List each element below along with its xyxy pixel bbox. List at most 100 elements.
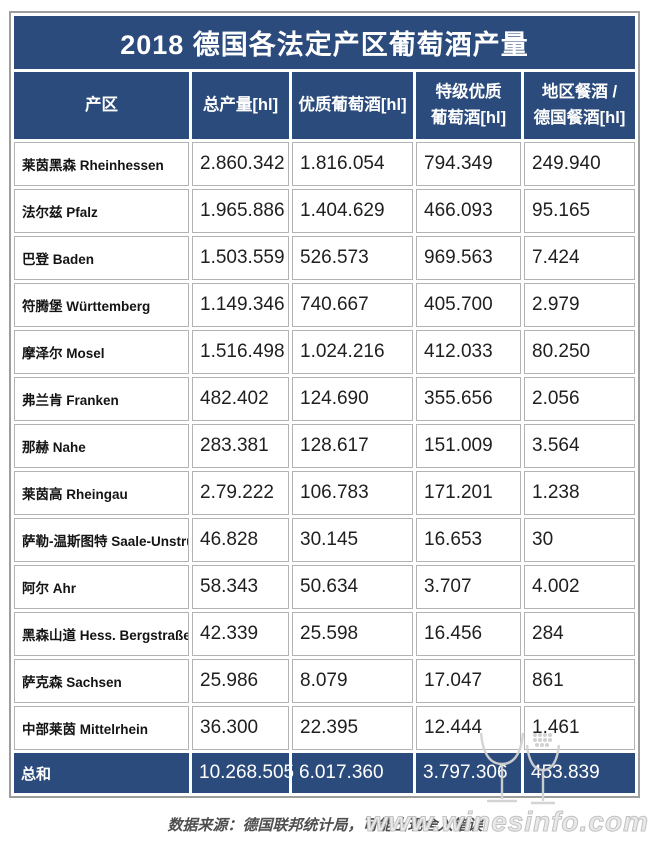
total-production-cell: 283.381 — [192, 424, 289, 468]
table-body: 莱茵黑森 Rheinhessen 2.860.342 1.816.054 794… — [14, 142, 636, 750]
total-row: 总和 10.268.505 6.017.360 3.797.306 453.83… — [14, 753, 636, 793]
premium-wine-cell: 17.047 — [416, 659, 521, 703]
total-production-cell: 1.965.886 — [192, 189, 289, 233]
region-cell: 中部莱茵 Mittelrhein — [14, 706, 189, 750]
premium-wine-cell: 794.349 — [416, 142, 521, 186]
quality-wine-cell: 128.617 — [292, 424, 413, 468]
region-cell: 符腾堡 Württemberg — [14, 283, 189, 327]
landwein-cell: 861 — [524, 659, 636, 703]
title-row: 2018 德国各法定产区葡萄酒产量 — [14, 16, 636, 69]
region-cell: 阿尔 Ahr — [14, 565, 189, 609]
landwein-cell: 284 — [524, 612, 636, 656]
total-production-cell: 42.339 — [192, 612, 289, 656]
quality-wine-cell: 8.079 — [292, 659, 413, 703]
total-value-cell: 10.268.505 — [192, 753, 294, 793]
table-foot: 总和 10.268.505 6.017.360 3.797.306 453.83… — [14, 753, 636, 793]
landwein-cell: 80.250 — [524, 330, 636, 374]
total-production-cell: 25.986 — [192, 659, 289, 703]
region-cell: 巴登 Baden — [14, 236, 189, 280]
total-production-cell: 1.149.346 — [192, 283, 289, 327]
total-production-cell: 482.402 — [192, 377, 289, 421]
landwein-cell: 4.002 — [524, 565, 636, 609]
region-cell: 萨克森 Sachsen — [14, 659, 189, 703]
total-production-cell: 1.503.559 — [192, 236, 289, 280]
region-cell: 摩泽尔 Mosel — [14, 330, 189, 374]
table-row: 法尔兹 Pfalz 1.965.886 1.404.629 466.093 95… — [14, 189, 636, 233]
total-label-cell: 总和 — [14, 753, 189, 793]
column-header-premium-quality-wine: 特级优质 葡萄酒[hl] — [416, 72, 521, 139]
premium-wine-cell: 3.707 — [416, 565, 521, 609]
table-row: 那赫 Nahe 283.381 128.617 151.009 3.564 — [14, 424, 636, 468]
landwein-cell: 249.940 — [524, 142, 636, 186]
premium-wine-cell: 355.656 — [416, 377, 521, 421]
premium-wine-cell: 405.700 — [416, 283, 521, 327]
quality-wine-cell: 22.395 — [292, 706, 413, 750]
wine-production-table-wrap: 2018 德国各法定产区葡萄酒产量 产区 总产量[hl] 优质葡萄酒[hl] 特… — [9, 11, 640, 798]
table-row: 中部莱茵 Mittelrhein 36.300 22.395 12.444 1.… — [14, 706, 636, 750]
table-row: 符腾堡 Württemberg 1.149.346 740.667 405.70… — [14, 283, 636, 327]
table-row: 黑森山道 Hess. Bergstraße 42.339 25.598 16.4… — [14, 612, 636, 656]
table-row: 摩泽尔 Mosel 1.516.498 1.024.216 412.033 80… — [14, 330, 636, 374]
total-value-cell: 3.797.306 — [416, 753, 521, 793]
table-row: 阿尔 Ahr 58.343 50.634 3.707 4.002 — [14, 565, 636, 609]
total-production-cell: 36.300 — [192, 706, 289, 750]
quality-wine-cell: 106.783 — [292, 471, 413, 515]
quality-wine-cell: 25.598 — [292, 612, 413, 656]
landwein-cell: 3.564 — [524, 424, 636, 468]
landwein-cell: 2.056 — [524, 377, 636, 421]
wine-glasses-icon — [479, 732, 561, 805]
quality-wine-cell: 1.816.054 — [292, 142, 413, 186]
data-source-note: 数据来源：德国联邦统计局，可能出现舍入错误 — [167, 817, 483, 834]
premium-wine-cell: 969.563 — [416, 236, 521, 280]
landwein-cell: 2.979 — [524, 283, 636, 327]
premium-wine-cell: 466.093 — [416, 189, 521, 233]
total-value-cell: 6.017.360 — [292, 753, 413, 793]
header-row: 产区 总产量[hl] 优质葡萄酒[hl] 特级优质 葡萄酒[hl] 地区餐酒 /… — [14, 72, 636, 139]
premium-wine-cell: 171.201 — [416, 471, 521, 515]
premium-wine-cell: 16.456 — [416, 612, 521, 656]
region-cell: 莱茵黑森 Rheinhessen — [14, 142, 189, 186]
quality-wine-cell: 740.667 — [292, 283, 413, 327]
region-cell: 弗兰肯 Franken — [14, 377, 189, 421]
landwein-cell: 7.424 — [524, 236, 636, 280]
landwein-cell: 30 — [524, 518, 636, 562]
total-production-cell: 2.860.342 — [192, 142, 289, 186]
quality-wine-cell: 526.573 — [292, 236, 413, 280]
total-production-cell: 46.828 — [192, 518, 289, 562]
total-production-cell: 2.79.222 — [192, 471, 289, 515]
table-row: 萨克森 Sachsen 25.986 8.079 17.047 861 — [14, 659, 636, 703]
premium-wine-cell: 151.009 — [416, 424, 521, 468]
table-row: 弗兰肯 Franken 482.402 124.690 355.656 2.05… — [14, 377, 636, 421]
total-production-cell: 1.516.498 — [192, 330, 289, 374]
table-head: 2018 德国各法定产区葡萄酒产量 产区 总产量[hl] 优质葡萄酒[hl] 特… — [14, 16, 636, 139]
premium-wine-cell: 412.033 — [416, 330, 521, 374]
table-row: 巴登 Baden 1.503.559 526.573 969.563 7.424 — [14, 236, 636, 280]
column-header-quality-wine: 优质葡萄酒[hl] — [292, 72, 413, 139]
winesinfo-watermark-text: www.winesinfo.com — [365, 806, 649, 838]
table-row: 莱茵高 Rheingau 2.79.222 106.783 171.201 1.… — [14, 471, 636, 515]
premium-wine-cell: 16.653 — [416, 518, 521, 562]
wine-production-table: 2018 德国各法定产区葡萄酒产量 产区 总产量[hl] 优质葡萄酒[hl] 特… — [11, 13, 638, 796]
landwein-cell: 1.238 — [524, 471, 636, 515]
table-row: 莱茵黑森 Rheinhessen 2.860.342 1.816.054 794… — [14, 142, 636, 186]
landwein-cell: 1.461 — [524, 706, 636, 750]
premium-wine-cell: 12.444 — [416, 706, 521, 750]
region-cell: 那赫 Nahe — [14, 424, 189, 468]
column-header-region: 产区 — [14, 72, 189, 139]
page-title: 2018 德国各法定产区葡萄酒产量 — [14, 16, 636, 69]
quality-wine-cell: 1.024.216 — [292, 330, 413, 374]
quality-wine-cell: 1.404.629 — [292, 189, 413, 233]
column-header-landwein: 地区餐酒 / 德国餐酒[hl] — [524, 72, 636, 139]
region-cell: 萨勒-温斯图特 Saale-Unstrut — [14, 518, 189, 562]
total-production-cell: 58.343 — [192, 565, 289, 609]
quality-wine-cell: 124.690 — [292, 377, 413, 421]
column-header-total-production: 总产量[hl] — [192, 72, 289, 139]
region-cell: 法尔兹 Pfalz — [14, 189, 189, 233]
quality-wine-cell: 30.145 — [292, 518, 413, 562]
region-cell: 黑森山道 Hess. Bergstraße — [14, 612, 189, 656]
landwein-cell: 95.165 — [524, 189, 636, 233]
quality-wine-cell: 50.634 — [292, 565, 413, 609]
region-cell: 莱茵高 Rheingau — [14, 471, 189, 515]
table-row: 萨勒-温斯图特 Saale-Unstrut 46.828 30.145 16.6… — [14, 518, 636, 562]
